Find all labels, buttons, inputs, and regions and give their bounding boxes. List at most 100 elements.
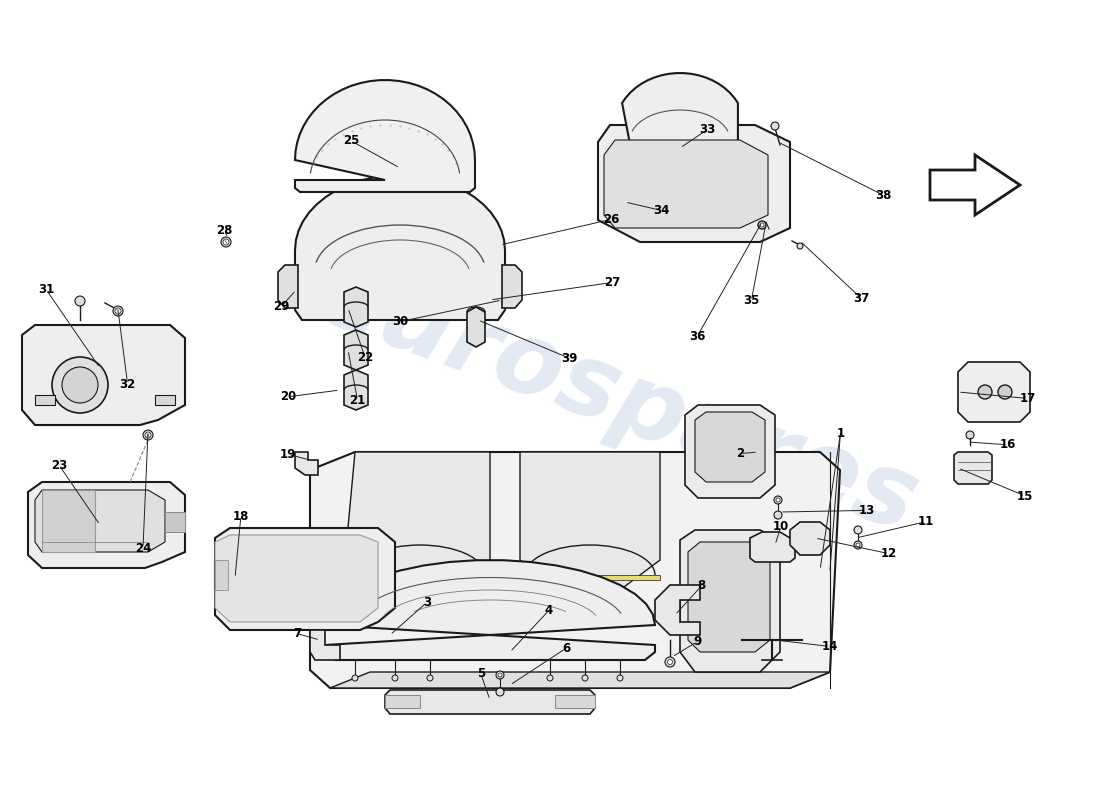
Polygon shape bbox=[750, 532, 795, 562]
Circle shape bbox=[771, 122, 779, 130]
Polygon shape bbox=[310, 630, 340, 660]
Polygon shape bbox=[214, 528, 395, 630]
Circle shape bbox=[854, 526, 862, 534]
Polygon shape bbox=[502, 265, 522, 308]
Polygon shape bbox=[344, 287, 369, 327]
Circle shape bbox=[666, 657, 675, 667]
Polygon shape bbox=[958, 362, 1030, 422]
Polygon shape bbox=[930, 155, 1020, 215]
Text: 16: 16 bbox=[1000, 438, 1015, 451]
Text: 8: 8 bbox=[697, 579, 706, 592]
Circle shape bbox=[798, 243, 803, 249]
Text: 36: 36 bbox=[690, 330, 705, 342]
Text: eurospares: eurospares bbox=[302, 246, 930, 554]
Polygon shape bbox=[214, 535, 378, 622]
Circle shape bbox=[774, 511, 782, 519]
Circle shape bbox=[966, 431, 974, 439]
Circle shape bbox=[774, 496, 782, 504]
Text: 1: 1 bbox=[836, 427, 845, 440]
Text: 33: 33 bbox=[700, 123, 715, 136]
Text: 32: 32 bbox=[120, 378, 135, 390]
Polygon shape bbox=[295, 175, 505, 320]
Text: 30: 30 bbox=[393, 315, 408, 328]
Circle shape bbox=[547, 675, 553, 681]
Circle shape bbox=[668, 659, 672, 665]
Polygon shape bbox=[35, 490, 165, 552]
Text: 39: 39 bbox=[562, 352, 578, 365]
Text: 27: 27 bbox=[605, 276, 620, 289]
Polygon shape bbox=[350, 575, 490, 580]
Polygon shape bbox=[165, 512, 185, 532]
Text: 7: 7 bbox=[293, 627, 301, 640]
Circle shape bbox=[62, 367, 98, 403]
Circle shape bbox=[75, 296, 85, 306]
Polygon shape bbox=[598, 125, 790, 242]
Polygon shape bbox=[278, 265, 298, 308]
Text: 25: 25 bbox=[343, 134, 359, 147]
Polygon shape bbox=[385, 695, 420, 708]
Text: 6: 6 bbox=[562, 642, 571, 654]
Text: 37: 37 bbox=[854, 292, 869, 305]
Circle shape bbox=[582, 675, 588, 681]
Polygon shape bbox=[295, 80, 475, 192]
Circle shape bbox=[145, 432, 151, 438]
Circle shape bbox=[427, 675, 433, 681]
Circle shape bbox=[221, 237, 231, 247]
Text: 23: 23 bbox=[52, 459, 67, 472]
Text: 38: 38 bbox=[876, 189, 891, 202]
Polygon shape bbox=[623, 73, 738, 155]
Polygon shape bbox=[688, 542, 770, 652]
Circle shape bbox=[776, 498, 780, 502]
Polygon shape bbox=[680, 530, 780, 672]
Polygon shape bbox=[520, 575, 660, 580]
Polygon shape bbox=[654, 585, 700, 635]
Text: 4: 4 bbox=[544, 604, 553, 617]
Polygon shape bbox=[295, 452, 318, 475]
Circle shape bbox=[113, 306, 123, 316]
Polygon shape bbox=[310, 452, 840, 688]
Text: 29: 29 bbox=[274, 300, 289, 313]
Text: 21: 21 bbox=[350, 394, 365, 406]
Polygon shape bbox=[324, 560, 654, 660]
Circle shape bbox=[392, 675, 398, 681]
Circle shape bbox=[143, 430, 153, 440]
Polygon shape bbox=[344, 330, 369, 370]
Polygon shape bbox=[954, 452, 992, 484]
Text: 17: 17 bbox=[1020, 392, 1035, 405]
Text: 12: 12 bbox=[881, 547, 896, 560]
Text: 22: 22 bbox=[358, 351, 373, 364]
Text: 15: 15 bbox=[1018, 490, 1033, 502]
Circle shape bbox=[496, 688, 504, 696]
Polygon shape bbox=[685, 405, 775, 498]
Polygon shape bbox=[155, 395, 175, 405]
Circle shape bbox=[498, 673, 502, 677]
Polygon shape bbox=[695, 412, 764, 482]
Text: 20: 20 bbox=[280, 390, 296, 403]
Text: 24: 24 bbox=[135, 542, 151, 554]
Polygon shape bbox=[520, 452, 660, 590]
Polygon shape bbox=[214, 560, 228, 590]
Circle shape bbox=[978, 385, 992, 399]
Circle shape bbox=[496, 671, 504, 679]
Text: 34: 34 bbox=[653, 204, 669, 217]
Circle shape bbox=[854, 541, 862, 549]
Polygon shape bbox=[385, 690, 595, 714]
Circle shape bbox=[52, 357, 108, 413]
Polygon shape bbox=[604, 140, 768, 228]
Text: 13: 13 bbox=[859, 504, 874, 517]
Polygon shape bbox=[330, 672, 830, 688]
Text: 18: 18 bbox=[233, 510, 249, 522]
Polygon shape bbox=[35, 395, 55, 405]
Text: 31: 31 bbox=[39, 283, 54, 296]
Text: 11: 11 bbox=[918, 515, 934, 528]
Polygon shape bbox=[345, 452, 490, 590]
Text: 10: 10 bbox=[773, 520, 789, 533]
Text: 3: 3 bbox=[422, 596, 431, 609]
Text: 5: 5 bbox=[476, 667, 485, 680]
Polygon shape bbox=[28, 482, 185, 568]
Circle shape bbox=[998, 385, 1012, 399]
Text: a passion since 1985: a passion since 1985 bbox=[392, 459, 708, 597]
Circle shape bbox=[352, 675, 358, 681]
Circle shape bbox=[617, 675, 623, 681]
Text: 14: 14 bbox=[822, 640, 837, 653]
